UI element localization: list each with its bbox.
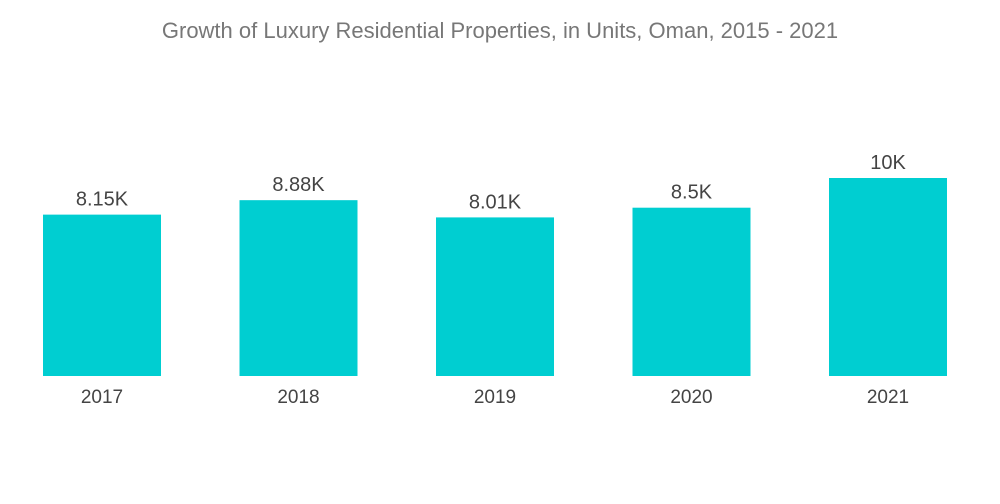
bar-2021 [829, 178, 947, 376]
bar-2018 [239, 200, 358, 376]
x-tick-label-2019: 2019 [474, 387, 516, 408]
bars-layer [43, 178, 947, 376]
bar-2017 [43, 214, 161, 376]
x-tick-label-2017: 2017 [81, 387, 123, 408]
x-axis-ticks-layer: 2017 2018 2019 2020 2021 [81, 387, 909, 408]
chart-title: Growth of Luxury Residential Properties,… [161, 18, 839, 43]
value-label-2021: 10K [870, 152, 906, 174]
x-tick-label-2021: 2021 [867, 387, 909, 408]
value-label-2019: 8.01K [469, 191, 522, 213]
value-label-2018: 8.88K [272, 174, 325, 196]
bar-2020 [632, 207, 751, 376]
value-labels-layer: 8.15K 8.88K 8.01K 8.5K 10K [76, 152, 907, 213]
x-tick-label-2018: 2018 [277, 387, 319, 408]
value-label-2020: 8.5K [671, 182, 713, 204]
value-label-2017: 8.15K [76, 189, 129, 211]
bar-2019 [436, 217, 554, 376]
x-tick-label-2020: 2020 [670, 387, 712, 408]
